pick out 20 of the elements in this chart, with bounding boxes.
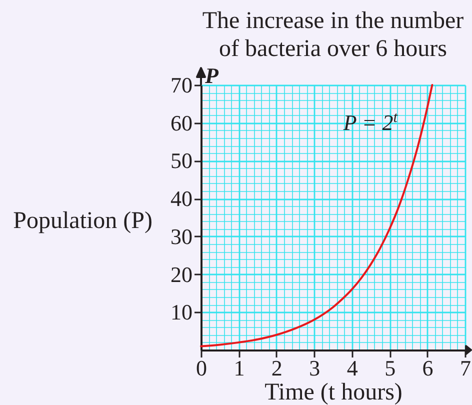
x-axis-title: Time (t hours)	[264, 380, 402, 405]
y-tick-label: 30	[170, 224, 192, 249]
x-tick-label: 5	[384, 356, 396, 380]
x-tick-label: 1	[234, 356, 245, 380]
line-series	[200, 84, 434, 348]
x-tick-label: 2	[271, 356, 282, 380]
x-tick-label: 3	[309, 356, 320, 380]
y-tick-label: 60	[170, 110, 192, 136]
annotation: P	[204, 63, 219, 88]
x-tick-label: 0	[196, 356, 207, 380]
y-tick-label: 10	[170, 300, 192, 325]
chart-title: The increase in the number of bacteria over 6 hours	[202, 8, 464, 62]
x-tick-label: 6	[422, 356, 434, 380]
y-tick-label: 50	[170, 148, 192, 174]
y-tick-label: 40	[170, 186, 192, 212]
y-tick-label: 20	[170, 262, 192, 287]
x-tick-label: 4	[346, 356, 358, 380]
y-tick-label: 70	[170, 72, 192, 98]
y-axis-title: Population (P)	[13, 208, 152, 234]
x-tick-label: 7	[460, 356, 471, 380]
